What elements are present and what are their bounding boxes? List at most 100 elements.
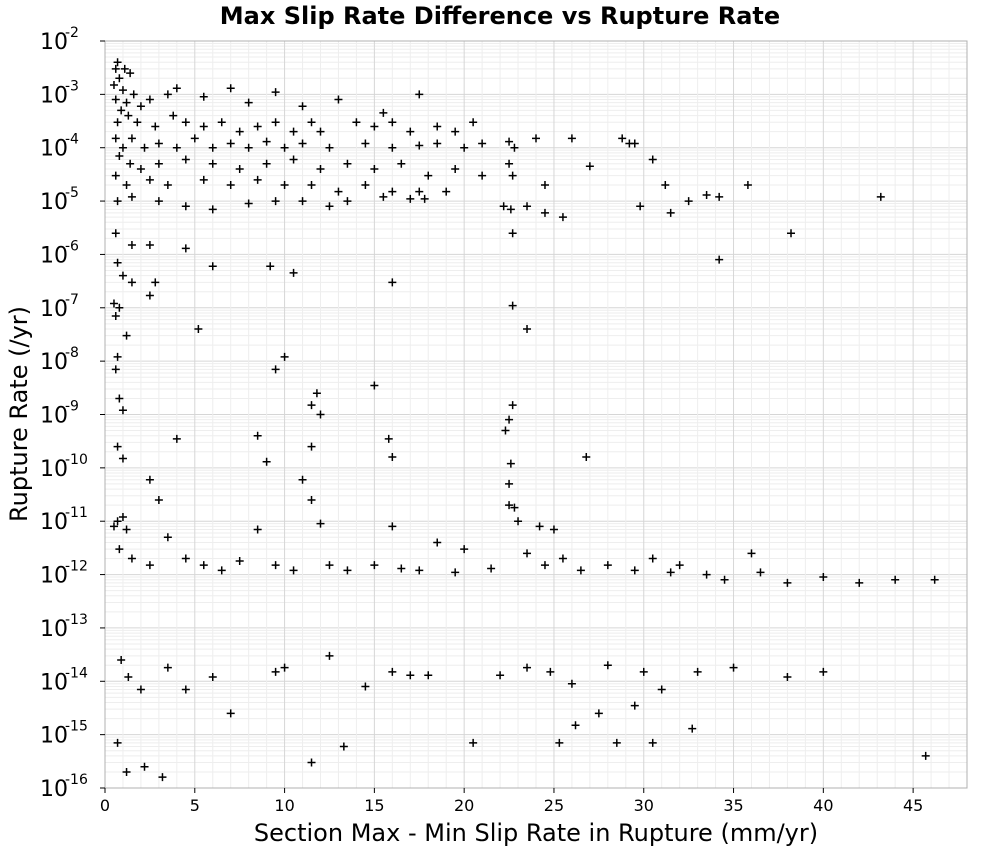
data-point xyxy=(702,570,711,579)
data-point xyxy=(535,522,544,531)
data-point xyxy=(558,213,567,222)
data-point xyxy=(113,258,122,267)
data-point xyxy=(312,389,321,398)
data-point xyxy=(181,118,190,127)
data-point xyxy=(639,667,648,676)
data-point xyxy=(307,401,316,410)
data-point xyxy=(406,671,415,680)
y-tick-exponent: -12 xyxy=(65,559,88,575)
x-tick-label: 35 xyxy=(723,796,743,815)
data-point xyxy=(684,197,693,206)
data-point xyxy=(217,566,226,575)
data-point xyxy=(558,554,567,563)
data-point xyxy=(594,709,603,718)
data-point xyxy=(113,442,122,451)
data-point xyxy=(113,197,122,206)
data-point xyxy=(747,549,756,558)
data-point xyxy=(140,143,149,152)
data-point xyxy=(618,134,627,143)
data-point xyxy=(262,159,271,168)
data-point xyxy=(235,556,244,565)
data-point xyxy=(111,95,120,104)
data-point xyxy=(540,181,549,190)
data-point xyxy=(113,118,122,127)
data-point xyxy=(523,663,532,672)
data-point xyxy=(113,58,122,67)
y-tick-base: 10 xyxy=(40,83,68,108)
data-point xyxy=(118,406,127,415)
data-point xyxy=(715,255,724,264)
data-point xyxy=(576,566,585,575)
y-axis-ticks: 10-210-310-410-510-610-710-810-910-1010-… xyxy=(40,25,105,802)
y-tick-base: 10 xyxy=(40,724,68,749)
data-point xyxy=(688,724,697,733)
data-point xyxy=(307,442,316,451)
data-point xyxy=(415,187,424,196)
data-point xyxy=(181,155,190,164)
data-point xyxy=(630,701,639,710)
data-point xyxy=(388,667,397,676)
data-point xyxy=(505,501,514,510)
data-point xyxy=(145,475,154,484)
data-point xyxy=(720,575,729,584)
data-point xyxy=(370,122,379,131)
x-tick-label: 45 xyxy=(903,796,923,815)
data-point xyxy=(343,197,352,206)
data-point xyxy=(126,69,135,78)
data-point xyxy=(316,127,325,136)
data-point xyxy=(145,241,154,250)
data-point xyxy=(505,479,514,488)
data-point xyxy=(478,139,487,148)
data-point xyxy=(855,578,864,587)
data-point xyxy=(118,271,127,280)
data-point xyxy=(339,742,348,751)
data-point xyxy=(508,229,517,238)
data-point xyxy=(648,738,657,747)
x-tick-label: 25 xyxy=(544,796,564,815)
data-point xyxy=(111,64,120,73)
data-point xyxy=(226,139,235,148)
data-point xyxy=(298,139,307,148)
data-point xyxy=(876,192,885,201)
data-point xyxy=(158,773,167,782)
data-point xyxy=(122,181,131,190)
data-point xyxy=(506,459,515,468)
data-point xyxy=(115,74,124,83)
data-point xyxy=(124,111,133,120)
data-point xyxy=(208,673,217,682)
x-tick-label: 30 xyxy=(634,796,654,815)
y-tick-label: 10-12 xyxy=(40,559,88,589)
y-tick-exponent: -16 xyxy=(65,772,88,788)
y-tick-exponent: -8 xyxy=(65,345,79,361)
data-point xyxy=(115,545,124,554)
data-point xyxy=(451,568,460,577)
data-point xyxy=(783,673,792,682)
data-point xyxy=(122,767,131,776)
data-point xyxy=(921,751,930,760)
data-point xyxy=(172,434,181,443)
data-point xyxy=(298,197,307,206)
data-point xyxy=(433,538,442,547)
data-point xyxy=(244,143,253,152)
data-point xyxy=(280,352,289,361)
y-tick-exponent: -13 xyxy=(65,612,88,628)
data-point xyxy=(181,685,190,694)
data-point xyxy=(361,181,370,190)
y-tick-base: 10 xyxy=(40,350,68,375)
data-point xyxy=(136,685,145,694)
y-tick-label: 10-15 xyxy=(40,719,88,749)
data-point xyxy=(316,164,325,173)
data-point xyxy=(567,134,576,143)
data-point xyxy=(370,561,379,570)
data-point xyxy=(505,415,514,424)
y-tick-label: 10-14 xyxy=(40,665,88,695)
data-point xyxy=(226,84,235,93)
data-point xyxy=(208,262,217,271)
y-tick-label: 10-4 xyxy=(40,132,79,162)
data-point xyxy=(298,475,307,484)
data-point xyxy=(630,566,639,575)
y-tick-label: 10-2 xyxy=(40,25,79,55)
data-point xyxy=(388,118,397,127)
